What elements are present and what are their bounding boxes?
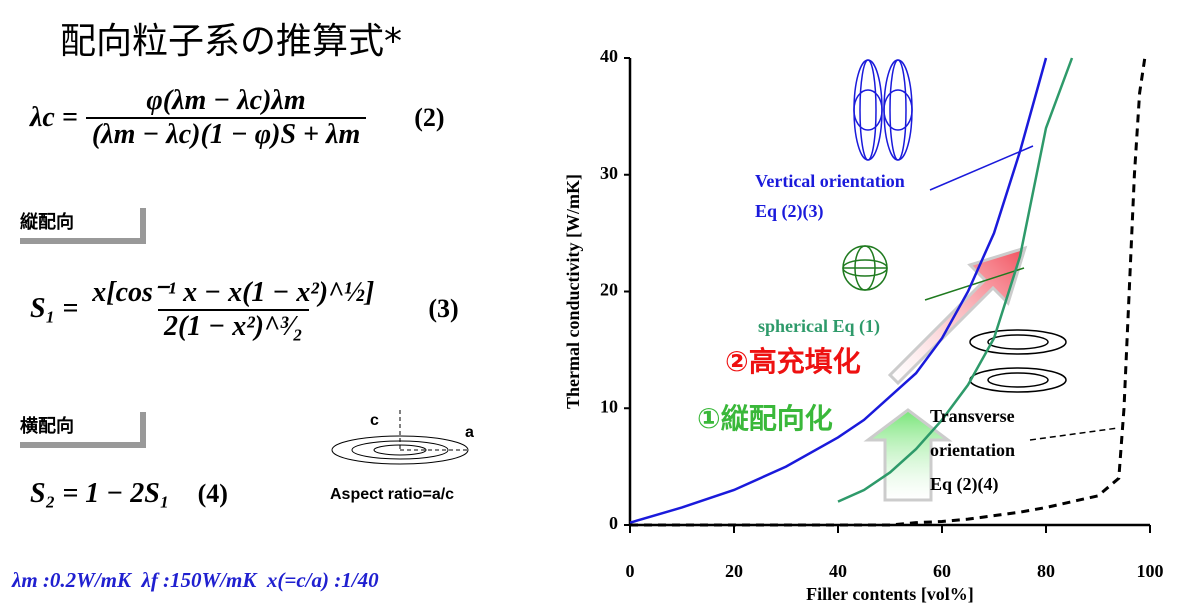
annotation: ①縦配向化 (697, 402, 833, 435)
fraction: x[cos⁻¹ x − x(1 − x²)^½] 2(1 − x²)^³⁄₂ (86, 275, 380, 343)
x-axis-label: Filler contents [vol%] (806, 584, 974, 604)
label-a: a (465, 424, 474, 441)
series-line (630, 57, 1147, 527)
annotation: orientation (930, 440, 1015, 460)
series-line (629, 57, 1048, 524)
equation-2: λc = φ(λm − λc)λm (λm − λc)(1 − φ)S + λm… (30, 85, 445, 151)
eq-lhs: λc = (30, 102, 78, 133)
x-tick-label: 100 (1137, 561, 1164, 581)
equation-4: S₂ = 1 − 2S₁ (4) (30, 478, 228, 510)
y-tick-label: 40 (600, 46, 618, 66)
pointer (929, 145, 1034, 191)
pointer (924, 267, 1025, 301)
arrow-high-fill (887, 245, 1028, 386)
sphere-particle (842, 245, 888, 291)
tab-label: 横配向 (20, 412, 146, 448)
eq-lhs: S₁ = (30, 293, 79, 324)
vertical-particles (853, 59, 913, 161)
annotation: Transverse (930, 406, 1015, 426)
label-c: c (370, 412, 379, 429)
denominator: (λm − λc)(1 − φ)S + λm (85, 117, 367, 151)
denominator: 2(1 − x²)^³⁄₂ (157, 309, 309, 343)
annotation: spherical Eq (1) (758, 316, 880, 337)
annotation: ②高充填化 (725, 345, 861, 378)
eq-number: (4) (197, 479, 228, 508)
x-tick-label: 40 (829, 561, 847, 581)
parameters: λm :0.2W/mK λf :150W/mK x(=c/a) :1/40 (12, 568, 379, 592)
y-tick-label: 0 (609, 513, 618, 533)
numerator: x[cos⁻¹ x − x(1 − x²)^½] (92, 277, 375, 308)
annotation: Eq (2)(4) (930, 474, 999, 495)
caption: Aspect ratio=a/c (330, 486, 454, 503)
y-tick-label: 10 (600, 396, 618, 416)
y-axis-label: Thermal conductivity [W/mK] (563, 174, 583, 409)
fraction: φ(λm − λc)λm (λm − λc)(1 − φ)S + λm (85, 85, 367, 151)
y-tick-label: 30 (600, 163, 618, 183)
flat-particles (969, 329, 1067, 393)
tab-label: 縦配向 (20, 208, 146, 244)
series-line (837, 57, 1074, 503)
x-tick-label: 80 (1037, 561, 1055, 581)
eq-text: S₂ = 1 − 2S₁ (30, 478, 170, 509)
numerator: φ(λm − λc)λm (146, 85, 306, 116)
equation-3: S₁ = x[cos⁻¹ x − x(1 − x²)^½] 2(1 − x²)^… (30, 275, 459, 343)
disk (331, 435, 469, 465)
annotation: Eq (2)(3) (755, 201, 824, 222)
eq-number: (3) (428, 294, 459, 323)
x-tick-label: 60 (933, 561, 951, 581)
eq-number: (2) (414, 103, 445, 132)
x-tick-label: 20 (725, 561, 743, 581)
annotation: Vertical orientation (755, 171, 905, 191)
disk-diagram: c a Aspect ratio=a/c (330, 410, 474, 503)
pointer (1029, 427, 1119, 441)
slide-title: 配向粒子系の推算式* (60, 21, 403, 62)
x-tick-label: 0 (626, 561, 635, 581)
y-tick-label: 20 (600, 280, 618, 300)
